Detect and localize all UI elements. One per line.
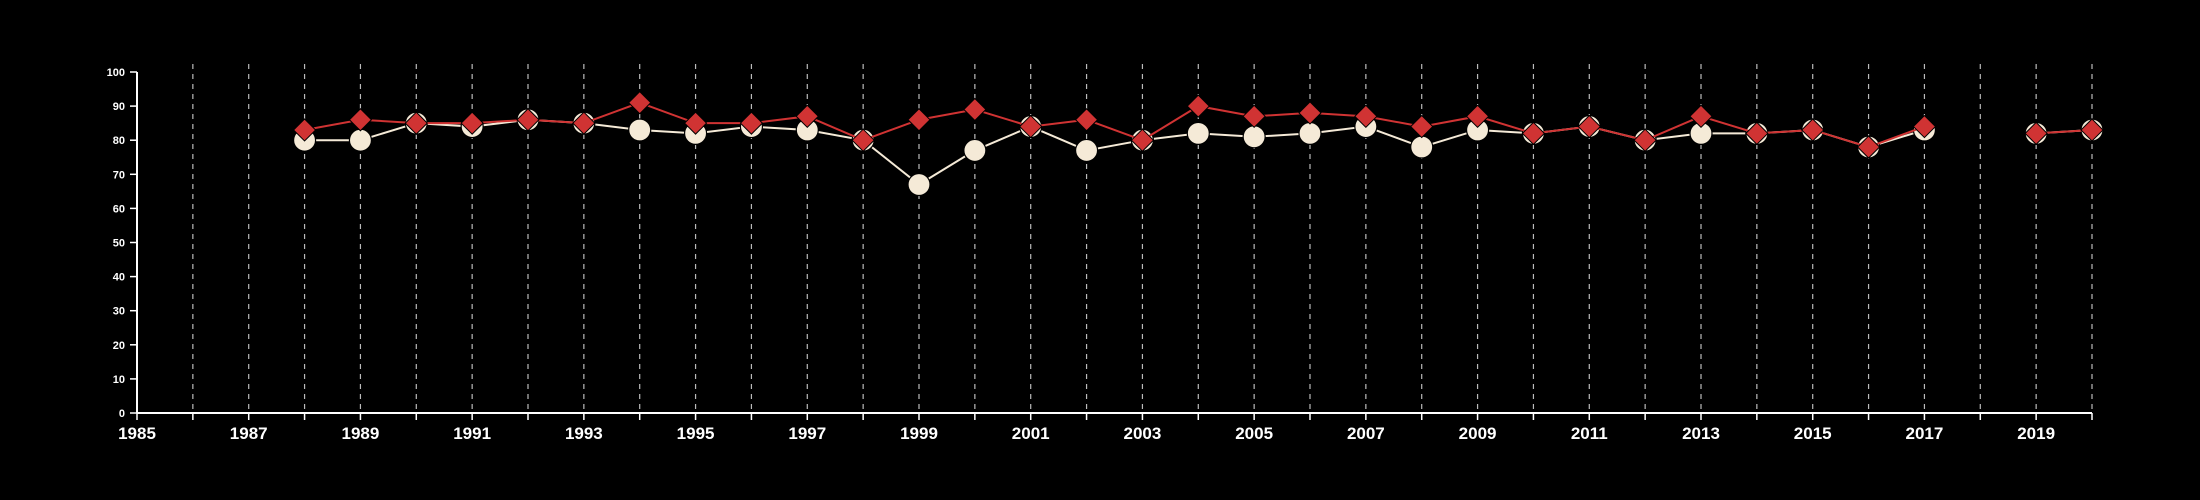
- series-layer: [292, 90, 2104, 197]
- x-tick-label: 2015: [1794, 424, 1832, 443]
- data-point-diamond: [1912, 114, 1937, 139]
- data-point-diamond: [683, 111, 708, 135]
- data-point-diamond: [1745, 121, 1769, 146]
- data-point-diamond: [348, 108, 373, 132]
- series-2: [292, 90, 2104, 159]
- grid-lines: [192, 64, 2093, 413]
- y-tick-label: 80: [113, 135, 125, 147]
- data-point-diamond: [1465, 104, 1490, 129]
- x-tick-label: 1999: [900, 424, 938, 443]
- data-point-diamond: [795, 104, 819, 129]
- data-point-diamond: [907, 108, 931, 132]
- x-tick-label: 2013: [1682, 424, 1720, 443]
- data-point-circle: [1242, 125, 1266, 149]
- data-point-diamond: [1186, 94, 1210, 118]
- y-tick-label: 20: [113, 340, 125, 352]
- y-tick-label: 10: [113, 374, 125, 386]
- data-point-diamond: [1130, 128, 1155, 152]
- data-point-diamond: [1410, 114, 1434, 139]
- x-tick-label: 1997: [788, 424, 826, 443]
- x-tick-label: 1993: [565, 424, 603, 443]
- data-point-circle: [1298, 121, 1322, 145]
- x-tick-label: 1991: [453, 424, 491, 443]
- data-point-diamond: [292, 118, 317, 142]
- y-tick-label: 30: [113, 306, 125, 318]
- data-point-diamond: [851, 128, 875, 152]
- data-point-circle: [907, 172, 931, 197]
- x-tick-label: 2003: [1124, 424, 1162, 443]
- data-point-diamond: [628, 90, 652, 115]
- data-point-diamond: [963, 97, 987, 122]
- y-tick-label: 70: [113, 169, 125, 181]
- x-tick-label: 1985: [118, 424, 156, 443]
- data-point-diamond: [2080, 118, 2104, 142]
- data-point-circle: [348, 128, 373, 152]
- axes: 0 10 20 30 40 50 60 70 80 90 100 1985 1987 1989 1991 19…: [107, 67, 2093, 443]
- data-point-diamond: [1354, 104, 1378, 129]
- data-point-circle: [1186, 121, 1210, 145]
- data-point-diamond: [572, 111, 596, 135]
- x-tick-label: 1987: [230, 424, 268, 443]
- data-point-diamond: [1577, 114, 1601, 139]
- data-point-diamond: [1019, 114, 1043, 139]
- x-tick-label: 2007: [1347, 424, 1385, 443]
- x-tick-label: 2017: [1906, 424, 1944, 443]
- y-tick-label: 60: [113, 203, 125, 215]
- x-tick-label: 2011: [1571, 424, 1608, 443]
- y-tick-label: 40: [113, 272, 125, 284]
- data-point-diamond: [516, 108, 540, 132]
- y-tick-label: 50: [113, 238, 125, 250]
- x-tick-label: 2005: [1235, 424, 1273, 443]
- data-point-circle: [963, 138, 987, 163]
- data-point-diamond: [1801, 118, 1825, 142]
- series-2-line: [304, 101, 1925, 149]
- data-point-diamond: [1074, 108, 1099, 132]
- data-point-diamond: [404, 111, 428, 135]
- x-tick-label: 1989: [342, 424, 380, 443]
- data-point-diamond: [1298, 101, 1322, 125]
- y-tick-label: 100: [107, 67, 125, 79]
- x-tick-label: 1995: [677, 424, 715, 443]
- x-tick-label: 2009: [1459, 424, 1497, 443]
- data-point-diamond: [460, 111, 484, 135]
- data-point-diamond: [739, 111, 764, 135]
- data-point-diamond: [1633, 128, 1657, 152]
- x-tick-label: 2019: [2017, 424, 2055, 443]
- data-point-diamond: [2024, 121, 2048, 146]
- data-point-circle: [1410, 135, 1434, 159]
- data-point-diamond: [1689, 104, 1713, 129]
- y-tick-label: 90: [113, 101, 125, 113]
- data-point-diamond: [1521, 121, 1546, 146]
- y-tick-label: 0: [119, 408, 125, 420]
- data-point-circle: [628, 118, 652, 142]
- data-point-diamond: [1242, 104, 1266, 129]
- data-point-circle: [1074, 138, 1099, 163]
- x-tick-label: 2001: [1012, 424, 1050, 443]
- data-point-diamond: [1856, 135, 1881, 159]
